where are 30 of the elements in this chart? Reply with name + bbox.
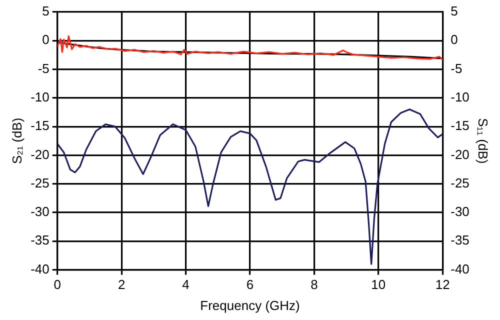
y2-tick-label: -25 [450, 175, 470, 190]
y-tick-label: -5 [38, 60, 50, 76]
y2-tick-label: -10 [450, 90, 470, 105]
y2-tick-label: -40 [450, 261, 470, 276]
y-tick-label: -30 [30, 204, 50, 220]
y-axis-title: S₂₁ (dB) [9, 118, 24, 164]
x-axis-title: Frequency (GHz) [200, 298, 300, 313]
y-tick-label: -15 [30, 118, 50, 134]
y2-axis-title: S₁₁ (dB) [476, 118, 491, 164]
x-tick-label: 10 [371, 277, 386, 292]
x-tick-label: 12 [435, 277, 450, 292]
x-tick-label: 6 [246, 277, 254, 292]
y-tick-label: -25 [30, 175, 50, 190]
x-tick-label: 8 [310, 277, 318, 292]
y2-tick-label: -30 [450, 204, 470, 220]
y-tick-label: -35 [30, 232, 50, 248]
y-tick-label: 0 [42, 32, 50, 48]
x-tick-label: 4 [182, 277, 190, 292]
y-tick-label: -10 [30, 90, 50, 105]
y-tick-label: -40 [30, 261, 50, 276]
y-tick-label: -20 [30, 146, 50, 162]
x-tick-label: 0 [54, 277, 62, 292]
y2-tick-label: 0 [450, 32, 458, 48]
y2-tick-label: 5 [450, 4, 458, 19]
y2-tick-label: -20 [450, 146, 470, 162]
y-tick-label: 5 [42, 4, 50, 19]
y2-tick-label: -35 [450, 232, 470, 248]
x-tick-label: 2 [118, 277, 126, 292]
y2-tick-label: -5 [450, 60, 462, 76]
y2-tick-label: -15 [450, 118, 470, 134]
